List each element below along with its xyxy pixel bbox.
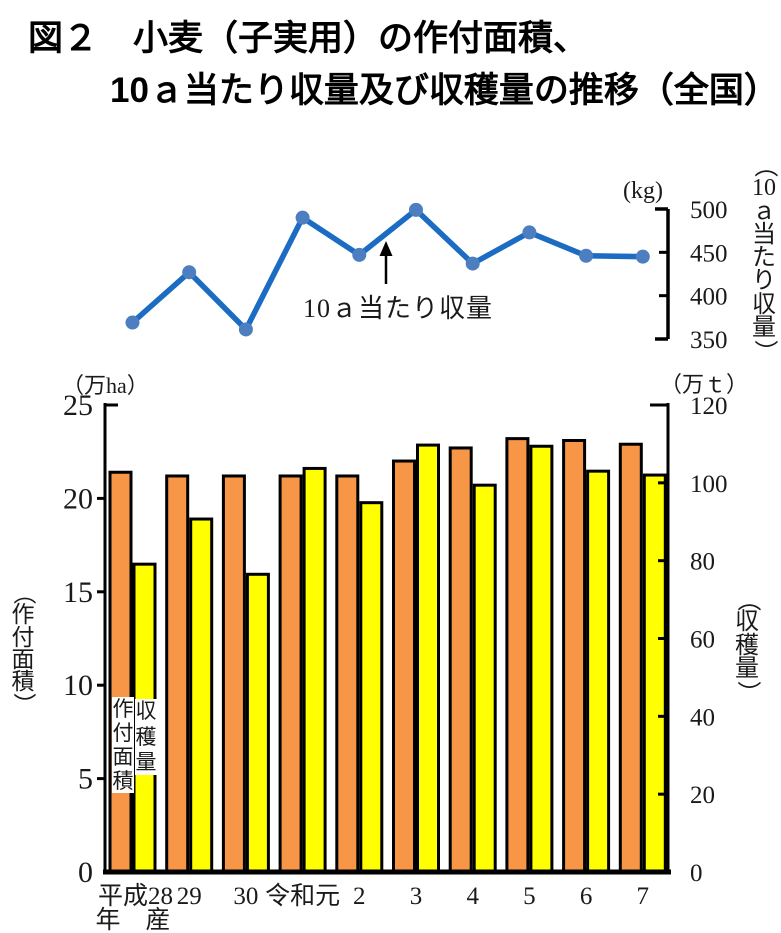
svg-text:400: 400: [690, 284, 728, 311]
svg-text:60: 60: [690, 627, 715, 654]
svg-text:7: 7: [637, 883, 650, 910]
svg-text:100: 100: [690, 471, 728, 498]
svg-text:25: 25: [63, 389, 93, 422]
svg-text:年 産: 年 産: [95, 906, 170, 933]
line-annotation-label: 10ａ当たり収量: [303, 294, 494, 323]
svg-text:30: 30: [233, 883, 258, 910]
svg-text:令和元: 令和元: [265, 882, 340, 910]
svg-text:平成28: 平成28: [98, 882, 173, 910]
svg-text:20: 20: [690, 782, 715, 809]
svg-text:4: 4: [466, 883, 479, 910]
svg-text:40: 40: [690, 704, 715, 731]
line-axis-unit-label: (kg): [623, 178, 663, 204]
area-series-inline-label: 作付面積: [112, 696, 134, 793]
svg-text:29: 29: [177, 883, 202, 910]
svg-text:15: 15: [63, 576, 93, 609]
svg-text:0: 0: [690, 860, 703, 887]
svg-text:500: 500: [690, 197, 728, 224]
svg-text:6: 6: [580, 883, 593, 910]
svg-text:2: 2: [353, 883, 366, 910]
svg-text:120: 120: [690, 393, 728, 420]
bar-right-axis-title-vertical: （収穫量）: [734, 587, 761, 705]
svg-text:20: 20: [63, 482, 93, 515]
svg-text:10: 10: [63, 669, 93, 702]
bar-right-unit-label: （万ｔ）: [660, 372, 749, 397]
line-axis-title-vertical: （10 ａ 当たり収量）: [751, 153, 778, 364]
bar-left-unit-label: （万ha）: [62, 373, 149, 398]
svg-text:0: 0: [78, 856, 93, 889]
bar-left-axis-title-vertical: （作付面積）: [11, 581, 37, 717]
svg-text:5: 5: [523, 883, 536, 910]
harvest-series-inline-label: 収穫量: [135, 699, 157, 775]
figure-title-line1: 図２ 小麦（子実用）の作付面積、: [28, 19, 589, 58]
svg-text:350: 350: [690, 327, 728, 354]
svg-text:450: 450: [690, 240, 728, 267]
svg-text:80: 80: [690, 549, 715, 576]
svg-text:3: 3: [410, 883, 423, 910]
figure-title-line2: 10ａ当たり収量及び収穫量の推移（全国）: [110, 71, 779, 110]
svg-text:5: 5: [78, 763, 93, 796]
